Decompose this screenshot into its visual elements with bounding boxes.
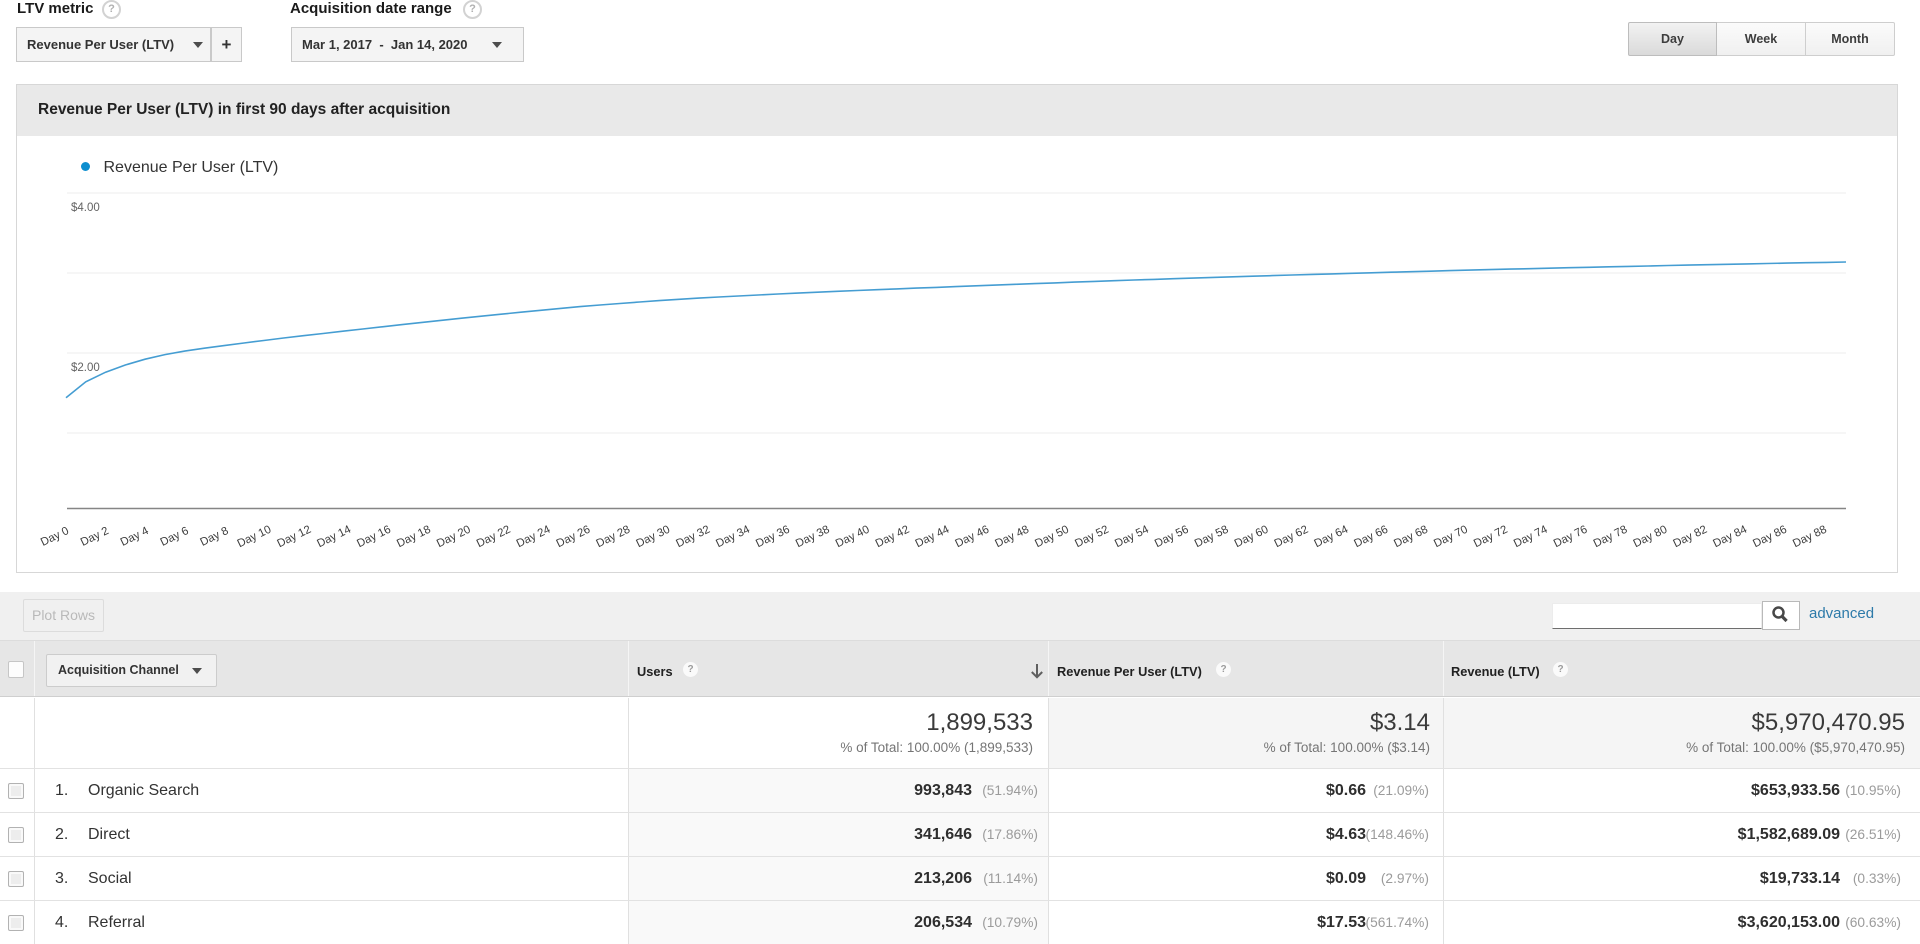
svg-text:Day 66: Day 66: [1352, 524, 1390, 551]
svg-text:Day 20: Day 20: [435, 524, 473, 551]
svg-text:Day 56: Day 56: [1153, 524, 1191, 551]
svg-text:Day 70: Day 70: [1432, 524, 1470, 551]
svg-text:Day 58: Day 58: [1193, 524, 1231, 551]
svg-text:Day 12: Day 12: [275, 524, 313, 551]
svg-text:Day 86: Day 86: [1751, 524, 1789, 551]
svg-text:Day 74: Day 74: [1512, 524, 1550, 551]
svg-text:Day 52: Day 52: [1073, 524, 1111, 551]
svg-text:Day 42: Day 42: [874, 524, 912, 551]
svg-text:Day 60: Day 60: [1233, 524, 1271, 551]
svg-text:Day 82: Day 82: [1671, 524, 1709, 551]
svg-text:Day 24: Day 24: [515, 524, 553, 551]
svg-text:Day 88: Day 88: [1791, 524, 1829, 551]
svg-text:Day 10: Day 10: [236, 524, 274, 551]
svg-text:Day 72: Day 72: [1472, 524, 1510, 551]
svg-text:Day 30: Day 30: [634, 524, 672, 551]
svg-text:Day 0: Day 0: [39, 525, 71, 549]
svg-text:Day 6: Day 6: [159, 525, 191, 549]
svg-text:Day 4: Day 4: [119, 525, 151, 549]
svg-text:Day 62: Day 62: [1273, 524, 1311, 551]
svg-text:Day 34: Day 34: [714, 524, 752, 551]
svg-text:Day 28: Day 28: [594, 524, 632, 551]
svg-text:Day 44: Day 44: [914, 524, 952, 551]
svg-text:Day 50: Day 50: [1033, 524, 1071, 551]
svg-text:Day 38: Day 38: [794, 524, 832, 551]
svg-text:Day 8: Day 8: [198, 525, 230, 549]
svg-text:Day 48: Day 48: [993, 524, 1031, 551]
svg-text:Day 46: Day 46: [953, 524, 991, 551]
svg-text:Day 76: Day 76: [1552, 524, 1590, 551]
svg-text:Revenue Per User (LTV): Revenue Per User (LTV): [104, 159, 279, 176]
svg-text:Day 68: Day 68: [1392, 524, 1430, 551]
svg-text:Day 78: Day 78: [1592, 524, 1630, 551]
svg-text:Day 2: Day 2: [79, 525, 111, 549]
svg-text:Day 54: Day 54: [1113, 524, 1151, 551]
svg-text:Day 16: Day 16: [355, 524, 393, 551]
svg-text:Day 32: Day 32: [674, 524, 712, 551]
svg-text:Day 18: Day 18: [395, 524, 433, 551]
svg-text:Day 64: Day 64: [1312, 524, 1350, 551]
svg-text:Day 36: Day 36: [754, 524, 792, 551]
svg-text:$4.00: $4.00: [71, 202, 100, 214]
svg-text:Day 14: Day 14: [315, 524, 353, 551]
svg-text:Day 22: Day 22: [475, 524, 513, 551]
svg-text:Day 80: Day 80: [1632, 524, 1670, 551]
svg-text:Day 84: Day 84: [1711, 524, 1749, 551]
svg-text:Day 40: Day 40: [834, 524, 872, 551]
svg-text:Day 26: Day 26: [555, 524, 593, 551]
svg-text:$2.00: $2.00: [71, 362, 100, 374]
